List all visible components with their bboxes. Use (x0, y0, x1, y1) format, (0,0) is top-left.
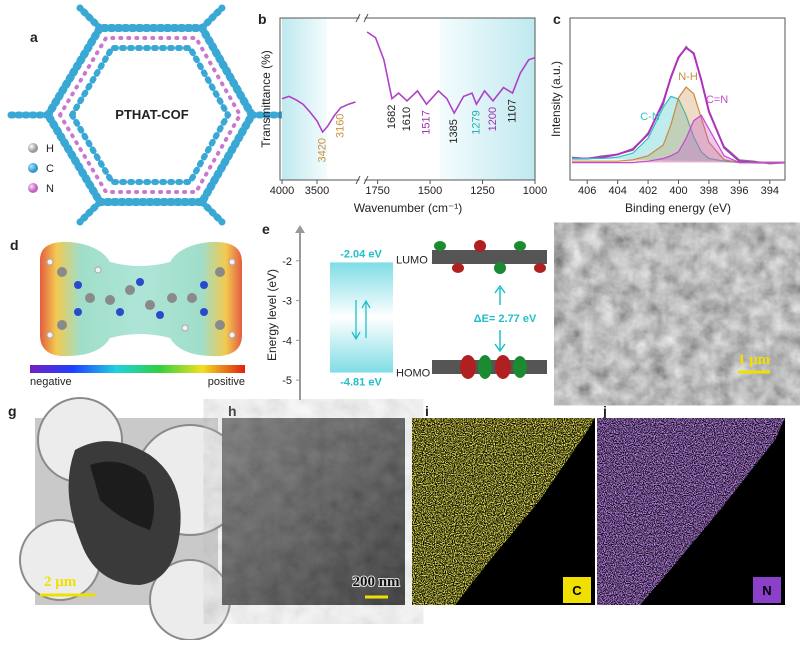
esp-map (40, 241, 242, 357)
level-name: LUMO (396, 254, 428, 266)
y-axis-arrow (295, 225, 305, 233)
atoms (46, 258, 236, 339)
arm (4, 4, 294, 226)
scale-bar-label: 1 μm (738, 352, 771, 368)
panel-label: g (8, 403, 17, 419)
peak-label: 1107 (506, 99, 518, 123)
scale-bar-label: 2 μm (44, 574, 77, 590)
y-tick-label: -3 (282, 296, 292, 308)
panel-label: j (602, 403, 607, 419)
band-gap-bar (330, 262, 393, 373)
legend-swatch (28, 163, 38, 173)
panel-label: c (553, 11, 561, 27)
peak-label: 1610 (401, 107, 413, 131)
x-tick-label: 1500 (418, 185, 442, 197)
haadf-texture (222, 418, 405, 605)
plot-frame (279, 17, 536, 181)
x-axis-label: Binding energy (eV) (625, 201, 731, 215)
x-axis-label: Wavenumber (cm⁻¹) (354, 201, 463, 215)
transition-arrows (351, 299, 371, 341)
element-box (563, 577, 591, 603)
x-tick-label: 1750 (365, 185, 389, 197)
value-label: -4.81 eV (340, 377, 382, 389)
ring (57, 36, 243, 194)
ring (68, 45, 232, 185)
legend-swatch (28, 143, 38, 153)
peak-name: C-N (640, 111, 660, 123)
scale-bar-label: 200 nm (352, 574, 400, 590)
y-axis-label: Energy level (eV) (265, 269, 279, 361)
level-name: HOMO (396, 368, 431, 380)
element-label: N (762, 583, 771, 598)
panel-label: a (30, 29, 38, 45)
structure-title: PTHAT-COF (115, 107, 188, 122)
atoms (74, 278, 208, 319)
panel-label: i (425, 403, 429, 419)
particle (90, 461, 154, 530)
peak-label: 3420 (317, 138, 329, 162)
x-tick-label: 400 (669, 185, 687, 197)
gap-arrow (494, 284, 506, 353)
peak-name: C=N (706, 94, 728, 106)
plot-frame (569, 17, 786, 181)
colorbar (30, 365, 245, 373)
legend-label: N (46, 183, 54, 195)
molecule (432, 250, 547, 264)
spectrum-line (281, 31, 536, 134)
x-tick-label: 406 (578, 185, 596, 197)
panel-label: b (258, 11, 267, 27)
peak-label: 1385 (448, 119, 460, 143)
axis-break (355, 175, 369, 185)
x-tick-label: 404 (608, 185, 626, 197)
peak-label: 1682 (386, 105, 398, 129)
y-tick-label: -5 (282, 375, 292, 387)
gap-annotation: ΔE= 2.77 eV (474, 313, 537, 325)
legend-label: C (46, 163, 54, 175)
panel-label: h (228, 403, 237, 419)
colorbar-label: positive (208, 376, 245, 388)
shade (440, 18, 535, 180)
x-tick-label: 3500 (305, 185, 329, 197)
esp-surface (40, 241, 242, 357)
element-box (753, 577, 781, 603)
element-label: C (572, 583, 582, 598)
axis-break-gap (359, 16, 365, 182)
peak-name: N-H (678, 71, 698, 83)
lumo-orbital (432, 240, 547, 274)
y-tick-label: -4 (282, 335, 292, 347)
peak-label: 3160 (335, 114, 347, 138)
peak-label: 1517 (420, 110, 432, 134)
y-axis-label: Transmittance (%) (259, 50, 273, 148)
legend-swatch (28, 183, 38, 193)
peak-label: 1200 (487, 107, 499, 131)
panel-label: e (262, 221, 270, 237)
spectrum-line (572, 46, 785, 164)
panel-label: f (568, 229, 573, 245)
y-axis-label: Intensity (a.u.) (549, 61, 563, 137)
shade (282, 18, 327, 180)
axis-break (355, 13, 369, 23)
value-label: -2.04 eV (340, 248, 382, 260)
peak-fit (572, 114, 785, 164)
peak-label: 1279 (470, 110, 482, 134)
sem-image (575, 238, 785, 390)
x-tick-label: 394 (761, 185, 779, 197)
cof-structure (4, 4, 294, 226)
colorbar-label: negative (30, 376, 72, 388)
x-tick-label: 4000 (270, 185, 294, 197)
legend-label: H (46, 143, 54, 155)
x-tick-label: 402 (639, 185, 657, 197)
atoms (57, 267, 225, 330)
x-tick-label: 398 (700, 185, 718, 197)
panel-label: d (10, 237, 19, 253)
y-tick-label: -2 (282, 256, 292, 268)
x-tick-label: 1250 (470, 185, 494, 197)
homo-orbital (432, 355, 547, 379)
x-tick-label: 396 (730, 185, 748, 197)
x-tick-label: 1000 (523, 185, 547, 197)
